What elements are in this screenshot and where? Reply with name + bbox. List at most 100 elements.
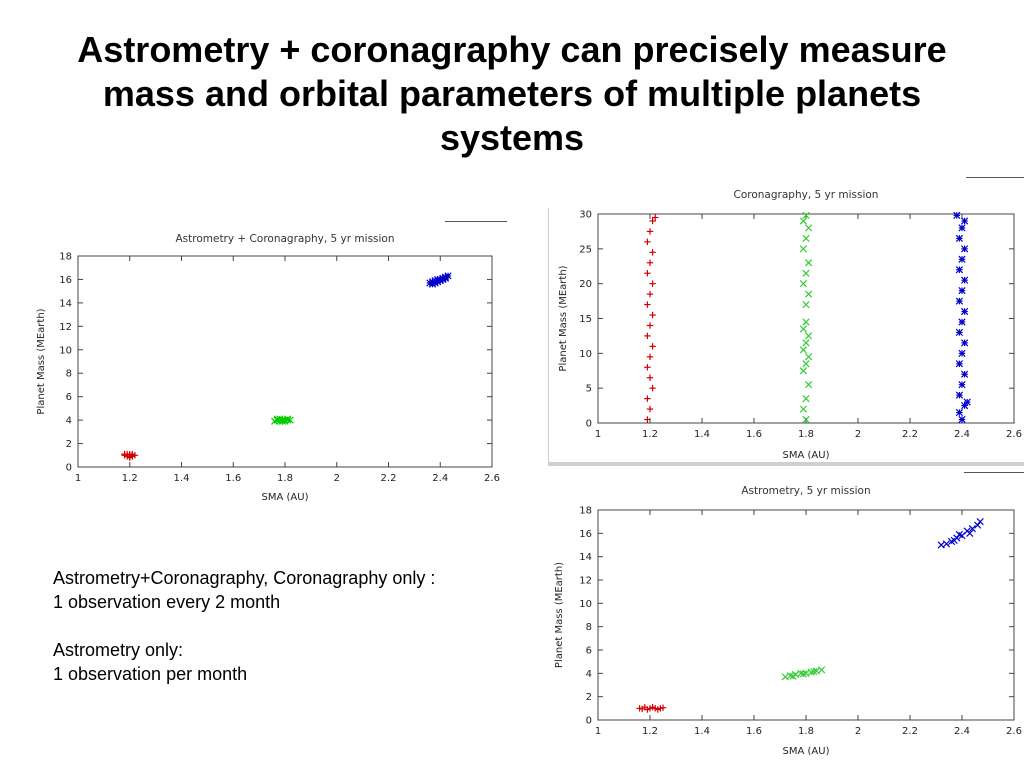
y-tick-label: 10	[579, 599, 592, 610]
data-point	[966, 529, 974, 537]
data-point	[646, 353, 654, 361]
data-point	[960, 276, 969, 284]
data-point	[646, 228, 654, 235]
x-tick-label: 1.8	[798, 726, 814, 737]
data-point	[646, 322, 654, 329]
data-point	[649, 311, 656, 319]
decor-divider	[548, 462, 1024, 466]
y-tick-label: 4	[586, 669, 592, 680]
data-point	[802, 269, 810, 277]
data-point	[799, 280, 808, 288]
data-point	[950, 536, 958, 544]
y-tick-label: 8	[66, 369, 72, 380]
x-tick-label: 1.2	[122, 473, 138, 484]
data-point	[955, 530, 964, 539]
y-tick-label: 10	[579, 349, 592, 360]
data-point	[646, 290, 654, 298]
y-axis-label: Planet Mass (MEarth)	[558, 265, 569, 371]
data-point	[804, 332, 813, 340]
notes-line-3: Astrometry only:	[53, 640, 184, 660]
x-tick-label: 2	[855, 429, 861, 440]
data-point	[659, 704, 667, 711]
x-tick-label: 2.2	[381, 473, 397, 484]
decor-rule	[966, 177, 1024, 178]
data-point	[799, 325, 808, 333]
data-point	[649, 343, 656, 350]
data-point	[804, 259, 813, 267]
data-point	[973, 521, 982, 529]
data-point	[958, 381, 966, 389]
data-point	[802, 300, 810, 309]
data-point	[804, 224, 813, 232]
series-1	[636, 703, 667, 713]
chart-title: Coronagraphy, 5 yr mission	[734, 189, 879, 201]
data-point	[958, 349, 966, 357]
x-tick-label: 2.6	[1006, 726, 1022, 737]
data-point	[802, 211, 810, 220]
slide-title: Astrometry + coronagraphy can precisely …	[0, 28, 1024, 160]
plot-frame	[77, 255, 493, 468]
y-tick-label: 12	[579, 576, 592, 587]
data-point	[960, 245, 969, 253]
data-point	[960, 370, 969, 378]
data-point	[958, 287, 966, 295]
data-point	[276, 417, 284, 425]
y-tick-label: 0	[586, 716, 592, 727]
data-point	[802, 234, 810, 243]
x-tick-label: 2	[334, 473, 340, 484]
y-tick-label: 0	[586, 419, 592, 430]
data-point	[802, 360, 810, 368]
y-tick-label: 2	[66, 439, 72, 450]
data-point	[817, 666, 826, 674]
data-point	[646, 259, 654, 266]
chart-title: Astrometry, 5 yr mission	[741, 485, 870, 497]
chart-title: Astrometry + Coronagraphy, 5 yr mission	[175, 233, 394, 245]
series-2	[271, 415, 294, 425]
data-point	[799, 346, 808, 354]
data-point	[955, 360, 964, 368]
y-tick-label: 18	[579, 506, 592, 517]
x-tick-label: 1	[75, 473, 81, 484]
decor-rule	[445, 221, 507, 222]
data-point	[428, 280, 437, 288]
data-point	[649, 384, 656, 392]
series-3	[953, 211, 971, 424]
series-2	[799, 211, 813, 424]
y-tick-label: 25	[579, 244, 592, 255]
data-point	[958, 415, 966, 424]
data-point	[960, 217, 969, 225]
slide-title-line-1: Astrometry + coronagraphy can precisely …	[77, 29, 947, 70]
data-point	[810, 667, 818, 676]
y-tick-label: 10	[59, 345, 72, 356]
data-point	[804, 381, 813, 389]
data-point	[121, 450, 128, 458]
y-tick-label: 30	[579, 210, 592, 221]
x-tick-label: 1.2	[642, 726, 658, 737]
x-tick-label: 1.4	[694, 429, 710, 440]
data-point	[644, 270, 651, 277]
x-tick-label: 2.2	[902, 726, 918, 737]
data-point	[953, 211, 961, 220]
x-tick-label: 2.6	[484, 473, 500, 484]
y-tick-label: 4	[66, 416, 72, 427]
y-tick-label: 12	[59, 322, 72, 333]
data-point	[646, 374, 654, 381]
x-tick-label: 1.6	[746, 429, 762, 440]
data-point	[968, 525, 977, 533]
data-point	[789, 672, 797, 680]
data-point	[958, 318, 966, 326]
data-point	[644, 395, 651, 402]
data-point	[804, 290, 813, 298]
y-tick-label: 6	[586, 646, 592, 657]
data-point	[799, 670, 808, 678]
x-tick-label: 2.6	[1006, 429, 1022, 440]
y-tick-label: 6	[66, 392, 72, 403]
data-point	[955, 297, 964, 305]
y-tick-label: 15	[579, 314, 592, 325]
y-tick-label: 18	[59, 252, 72, 263]
notes-line-4: 1 observation per month	[53, 664, 248, 684]
data-point	[644, 416, 651, 423]
decor-rule	[964, 472, 1024, 473]
data-point	[955, 234, 964, 243]
x-tick-label: 1	[595, 726, 601, 737]
